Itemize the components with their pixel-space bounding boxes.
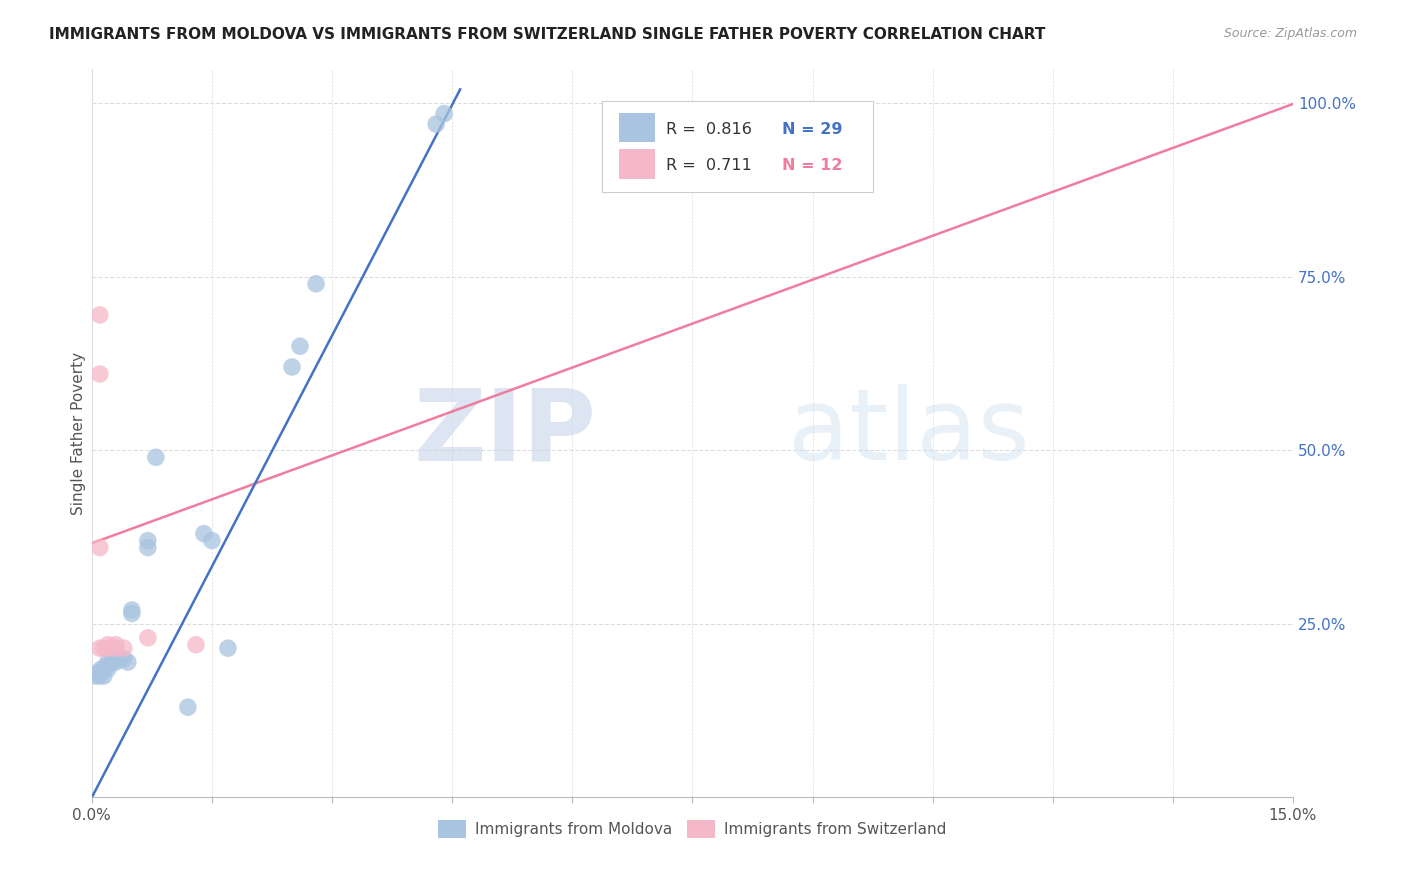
Text: IMMIGRANTS FROM MOLDOVA VS IMMIGRANTS FROM SWITZERLAND SINGLE FATHER POVERTY COR: IMMIGRANTS FROM MOLDOVA VS IMMIGRANTS FR… — [49, 27, 1046, 42]
Point — [117, 655, 139, 669]
Point — [201, 533, 224, 548]
FancyBboxPatch shape — [619, 113, 655, 142]
Point — [425, 117, 447, 131]
Text: R =  0.711: R = 0.711 — [666, 158, 752, 173]
Point — [93, 641, 115, 656]
Text: R =  0.816: R = 0.816 — [666, 121, 752, 136]
FancyBboxPatch shape — [619, 150, 655, 178]
Text: N = 29: N = 29 — [783, 121, 844, 136]
Point — [121, 603, 143, 617]
Point — [281, 359, 304, 374]
Text: Source: ZipAtlas.com: Source: ZipAtlas.com — [1223, 27, 1357, 40]
Point — [87, 665, 110, 680]
Point — [97, 638, 120, 652]
Point — [433, 106, 456, 120]
Point — [89, 641, 111, 656]
Point — [104, 641, 127, 656]
Point — [681, 117, 703, 131]
Text: N = 12: N = 12 — [783, 158, 844, 173]
Point — [89, 541, 111, 555]
Point — [193, 526, 215, 541]
Point — [93, 669, 115, 683]
Point — [93, 662, 115, 676]
Point — [145, 450, 167, 465]
Point — [97, 655, 120, 669]
Point — [104, 655, 127, 669]
Y-axis label: Single Father Poverty: Single Father Poverty — [72, 351, 86, 515]
Point — [177, 700, 200, 714]
Point — [89, 367, 111, 381]
Point — [89, 308, 111, 322]
Point — [89, 669, 111, 683]
Legend: Immigrants from Moldova, Immigrants from Switzerland: Immigrants from Moldova, Immigrants from… — [432, 814, 953, 845]
Text: atlas: atlas — [789, 384, 1031, 482]
Point — [112, 641, 135, 656]
Point — [89, 665, 111, 680]
Point — [101, 655, 124, 669]
Point — [121, 607, 143, 621]
Point — [184, 638, 207, 652]
Point — [136, 533, 159, 548]
Point — [108, 651, 131, 665]
Point — [288, 339, 311, 353]
Point — [112, 651, 135, 665]
Point — [97, 641, 120, 656]
Point — [97, 658, 120, 673]
Point — [217, 641, 239, 656]
Point — [84, 669, 107, 683]
Point — [305, 277, 328, 291]
Point — [97, 662, 120, 676]
Point — [136, 541, 159, 555]
FancyBboxPatch shape — [602, 102, 873, 193]
Point — [104, 638, 127, 652]
Point — [136, 631, 159, 645]
Text: ZIP: ZIP — [413, 384, 596, 482]
Point — [90, 662, 112, 676]
Point — [104, 648, 127, 662]
